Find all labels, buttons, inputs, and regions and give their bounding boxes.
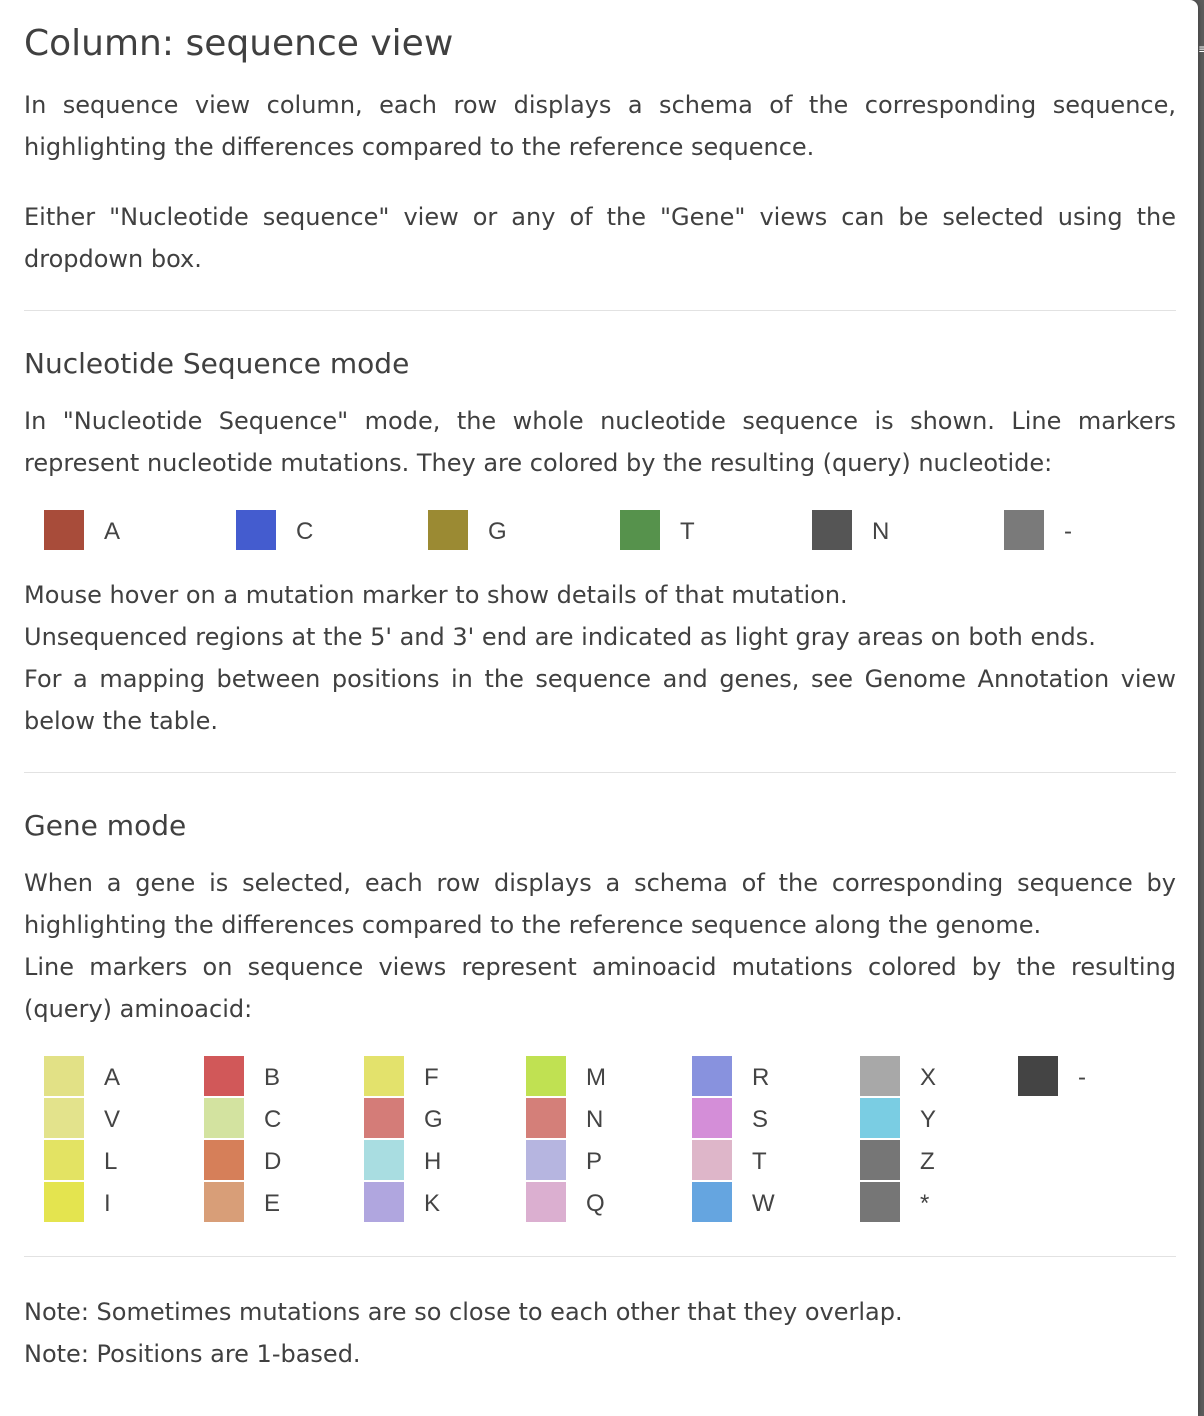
nucleotide-label: C [296,518,314,545]
aminoacid-swatch [204,1182,244,1222]
positions-note: Note: Positions are 1-based. [24,1340,361,1368]
aminoacid-label: L [104,1148,118,1175]
divider [24,1256,1176,1257]
aminoacid-label: - [1078,1064,1086,1091]
aminoacid-description: Line markers on sequence views represent… [24,953,1176,1023]
aminoacid-label: R [752,1064,770,1091]
aminoacid-swatch [204,1056,244,1096]
aminoacid-label: * [920,1190,930,1217]
aminoacid-swatch [692,1056,732,1096]
nucleotide-label: G [488,518,507,545]
aminoacid-swatch [860,1098,900,1138]
aminoacid-label: N [586,1106,604,1133]
aminoacid-label: W [752,1190,775,1217]
aminoacid-swatch [364,1140,404,1180]
aminoacid-swatch [692,1140,732,1180]
aminoacid-label: H [424,1148,442,1175]
aminoacid-swatch [1018,1056,1058,1096]
gene-heading: Gene mode [24,809,187,842]
nucleotide-label: N [872,518,890,545]
scrollbar-edge[interactable]: ≡ [1198,42,1204,56]
aminoacid-label: G [424,1106,443,1133]
nucleotide-heading: Nucleotide Sequence mode [24,347,410,380]
nucleotide-swatch-t [620,510,660,550]
aminoacid-label: A [104,1064,121,1091]
aminoacid-swatch [526,1140,566,1180]
aminoacid-swatch [692,1182,732,1222]
aminoacid-label: S [752,1106,769,1133]
aminoacid-swatch [860,1056,900,1096]
aminoacid-swatch [364,1056,404,1096]
nucleotide-swatch-n [812,510,852,550]
aminoacid-label: X [920,1064,937,1091]
aminoacid-label: E [264,1190,281,1217]
aminoacid-swatch [44,1056,84,1096]
nucleotide-swatch-a [44,510,84,550]
intro-paragraph-2: Either "Nucleotide sequence" view or any… [24,203,1176,273]
divider [24,310,1176,311]
aminoacid-label: D [264,1148,282,1175]
nucleotide-swatch-c [236,510,276,550]
intro-paragraph-1: In sequence view column, each row displa… [24,91,1176,161]
aminoacid-label: Q [586,1190,605,1217]
overlap-note: Note: Sometimes mutations are so close t… [24,1298,903,1326]
aminoacid-swatch [204,1140,244,1180]
nucleotide-label: T [680,518,695,545]
aminoacid-label: V [104,1106,121,1133]
aminoacid-label: P [586,1148,603,1175]
nucleotide-label: - [1064,518,1072,545]
aminoacid-label: K [424,1190,441,1217]
genome-annotation-note: For a mapping between positions in the s… [24,665,1176,735]
page-title: Column: sequence view [24,23,454,64]
nucleotide-label: A [104,518,121,545]
gene-description: When a gene is selected, each row displa… [24,869,1176,939]
aminoacid-label: B [264,1064,281,1091]
aminoacid-swatch [526,1182,566,1222]
aminoacid-swatch [204,1098,244,1138]
nucleotide-description: In "Nucleotide Sequence" mode, the whole… [24,407,1176,477]
nucleotide-swatch-g [428,510,468,550]
aminoacid-swatch [526,1098,566,1138]
aminoacid-legend: A V L I B C D E F G H K M N P Q R S T W X Y Z * - [44,1056,1144,1226]
divider [24,772,1176,773]
aminoacid-label: T [752,1148,767,1175]
aminoacid-label: M [586,1064,606,1091]
aminoacid-swatch [44,1098,84,1138]
aminoacid-label: C [264,1106,282,1133]
aminoacid-label: Y [920,1106,937,1133]
aminoacid-label: I [104,1190,111,1217]
aminoacid-swatch [860,1140,900,1180]
hover-note: Mouse hover on a mutation marker to show… [24,581,848,609]
aminoacid-label: F [424,1064,439,1091]
aminoacid-swatch [526,1056,566,1096]
aminoacid-swatch [44,1140,84,1180]
aminoacid-swatch [364,1098,404,1138]
aminoacid-label: Z [920,1148,935,1175]
nucleotide-swatch-gap [1004,510,1044,550]
aminoacid-swatch [860,1182,900,1222]
aminoacid-swatch [692,1098,732,1138]
aminoacid-swatch [364,1182,404,1222]
aminoacid-swatch [44,1182,84,1222]
unsequenced-note: Unsequenced regions at the 5' and 3' end… [24,623,1096,651]
